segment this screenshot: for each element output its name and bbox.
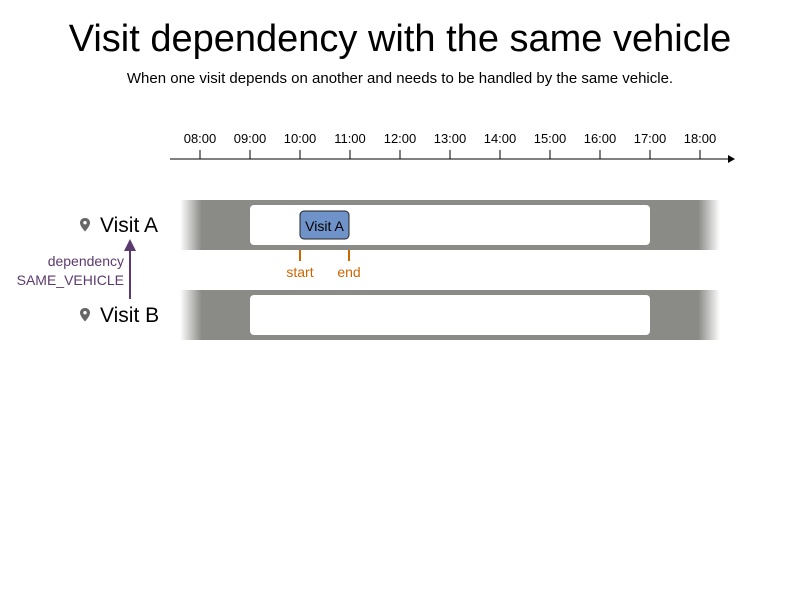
- axis-tick-label: 09:00: [234, 131, 267, 146]
- end-label: end: [337, 264, 360, 280]
- map-pin-icon: [80, 308, 90, 322]
- time-axis: 08:00 09:00 10:00 11:00 12:00 13:00 14:00 15:00…: [170, 131, 735, 163]
- dependency-arrow: dependency SAME_VEHICLE: [17, 239, 136, 299]
- page-title: Visit dependency with the same vehicle: [68, 18, 732, 60]
- axis-tick-label: 10:00: [284, 131, 317, 146]
- lane-visit-b: [180, 290, 720, 340]
- time-window: [250, 295, 650, 335]
- dependency-label: dependency: [48, 253, 124, 269]
- start-label: start: [286, 264, 313, 280]
- row-label: Visit A: [100, 214, 158, 237]
- page-subtitle: When one visit depends on another and ne…: [126, 70, 674, 87]
- axis-arrow-icon: [728, 155, 735, 163]
- row-label: Visit B: [100, 304, 159, 327]
- time-window: [250, 205, 650, 245]
- axis-tick-label: 13:00: [434, 131, 467, 146]
- map-pin-icon: [80, 218, 90, 232]
- axis-tick-label: 12:00: [384, 131, 417, 146]
- axis-tick-label: 14:00: [484, 131, 517, 146]
- axis-tick-label: 08:00: [184, 131, 217, 146]
- visit-block[interactable]: [299, 210, 350, 240]
- row-visit-b: Visit B: [80, 304, 159, 327]
- axis-tick-label: 15:00: [534, 131, 567, 146]
- time-markers: start end: [286, 250, 361, 280]
- lane-visit-a: Visit A: [180, 200, 720, 250]
- arrow-up-icon: [124, 239, 136, 251]
- axis-tick-label: 11:00: [334, 131, 366, 146]
- axis-tick-label: 17:00: [634, 131, 667, 146]
- axis-tick-label: 18:00: [684, 131, 717, 146]
- dependency-type-label: SAME_VEHICLE: [17, 272, 124, 288]
- visit-block-label: Visit A: [305, 218, 344, 234]
- row-visit-a: Visit A: [80, 214, 158, 237]
- axis-tick-label: 16:00: [584, 131, 617, 146]
